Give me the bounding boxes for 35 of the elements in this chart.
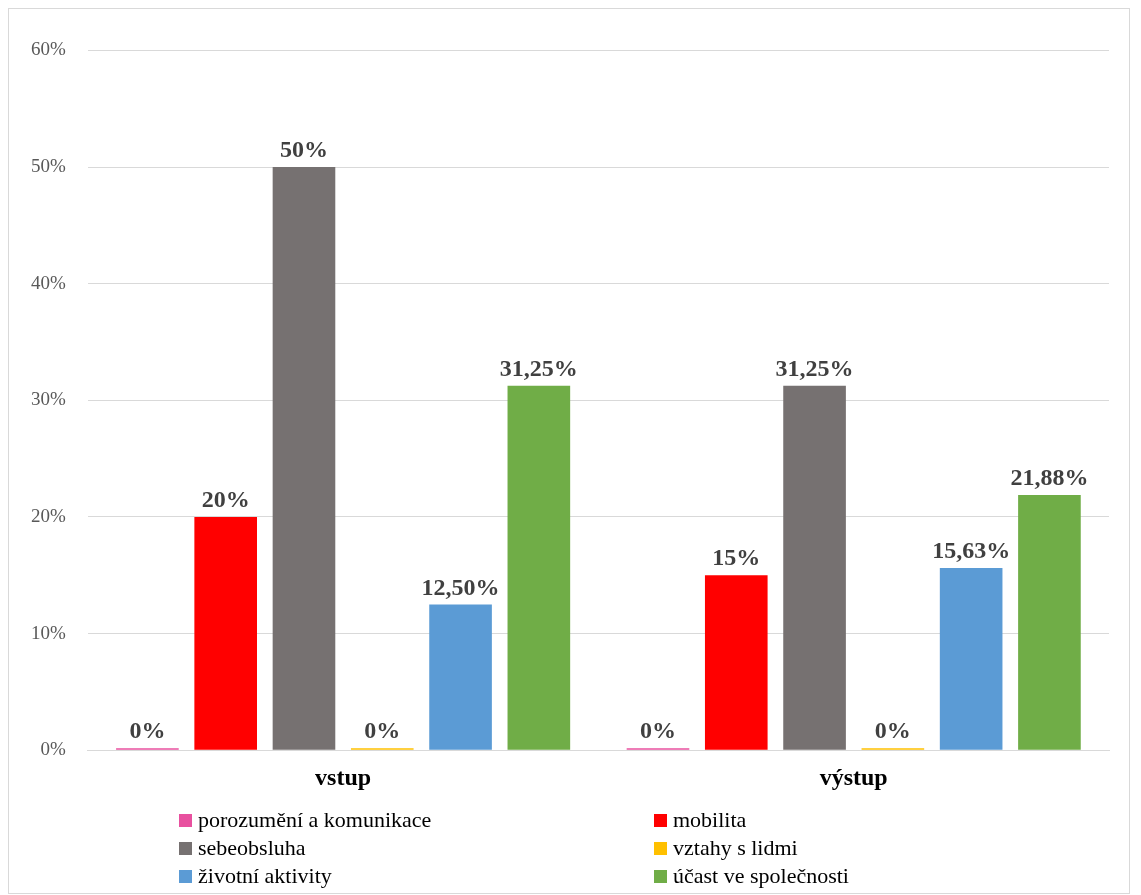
data-label: 15,63%: [932, 537, 1011, 564]
bar: [704, 575, 768, 750]
legend-label: životní aktivity: [198, 863, 332, 889]
legend-label: účast ve společnosti: [673, 863, 849, 889]
data-label: 20%: [201, 486, 250, 513]
data-label: 0%: [874, 717, 911, 744]
bar: [194, 516, 257, 750]
legend-label: sebeobsluha: [198, 835, 306, 861]
y-tick-label: 60%: [31, 38, 66, 60]
bar: [272, 167, 336, 750]
bar: [783, 385, 846, 750]
bar: [429, 604, 492, 750]
y-tick-label: 0%: [40, 738, 66, 760]
y-tick-label: 40%: [31, 271, 66, 293]
data-label: 21,88%: [1010, 464, 1089, 491]
x-tick-label: výstup: [819, 763, 888, 790]
y-tick-label: 30%: [31, 388, 66, 410]
bar: [1018, 495, 1081, 750]
legend-label: mobilita: [673, 807, 747, 833]
y-tick-label: 50%: [31, 155, 66, 177]
legend-label: porozumění a komunikace: [198, 807, 432, 833]
data-label: 0%: [639, 717, 676, 744]
data-label: 15%: [712, 544, 761, 571]
x-tick-label: vstup: [315, 763, 372, 790]
data-label: 12,50%: [421, 573, 500, 600]
data-label: 0%: [129, 717, 166, 744]
legend-label: vztahy s lidmi: [673, 835, 798, 861]
data-label: 31,25%: [499, 354, 578, 381]
bar: [507, 385, 571, 750]
y-tick-label: 10%: [31, 621, 66, 643]
bar: [939, 567, 1003, 750]
data-label: 0%: [364, 717, 401, 744]
data-label: 31,25%: [775, 354, 854, 381]
data-label: 50%: [279, 136, 328, 163]
y-tick-label: 20%: [31, 504, 66, 526]
